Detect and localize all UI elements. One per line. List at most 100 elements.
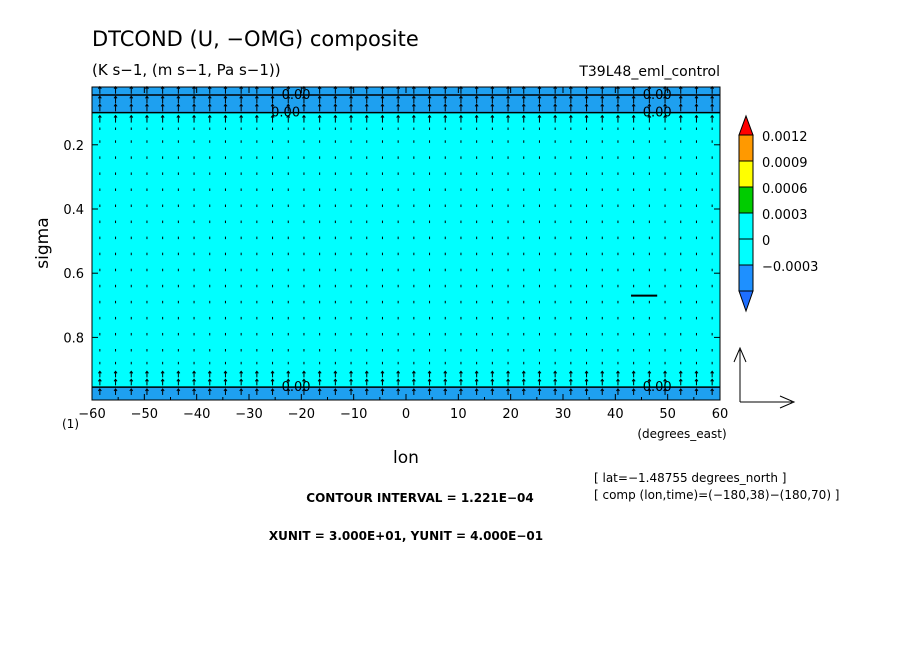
vector-arrow — [302, 378, 306, 386]
vector-arrow — [317, 370, 322, 378]
vector-head — [663, 114, 667, 118]
vector-arrow — [490, 95, 495, 104]
vector-head — [270, 388, 275, 392]
vector-arrow — [631, 95, 636, 104]
contour-interval: CONTOUR INTERVAL = 1.221E−04 — [306, 491, 533, 505]
vector-arrow — [207, 388, 212, 395]
vector-arrow — [396, 95, 401, 104]
vector-arrow — [254, 388, 259, 395]
vector-head — [678, 378, 683, 382]
vector-arrow — [568, 388, 573, 395]
vector-head — [490, 95, 495, 99]
vector-arrow — [631, 378, 636, 386]
vector-head — [113, 114, 118, 118]
vector-arrow — [678, 114, 683, 123]
vector-head — [459, 114, 463, 118]
vector-arrow — [616, 95, 620, 104]
vector-head — [443, 114, 448, 118]
vector-head — [317, 378, 322, 382]
vector-head — [380, 103, 385, 107]
colorbar-label: 0.0003 — [762, 208, 808, 223]
vector-arrow — [380, 114, 385, 123]
vector-arrow — [474, 103, 479, 112]
vector-arrow — [160, 103, 165, 112]
x-axis: −60 −50 −40 −30 −20 −10 0 10 20 30 40 50 60 — [78, 87, 728, 422]
latitude-info: [ lat=−1.48755 degrees_north ] — [594, 471, 786, 485]
vector-head — [694, 114, 699, 118]
vector-head — [663, 388, 667, 392]
vector-arrow — [474, 378, 479, 386]
vector-head — [411, 388, 416, 392]
vector-arrow — [490, 370, 495, 378]
vector-head — [710, 103, 715, 107]
vector-head — [537, 378, 542, 382]
vector-arrow — [239, 103, 244, 112]
x-tick-label: −30 — [235, 407, 262, 422]
vector-arrow — [192, 95, 196, 104]
vector-arrow — [459, 388, 463, 395]
vector-head — [254, 388, 259, 392]
vector-arrow — [254, 378, 259, 386]
vector-arrow — [176, 370, 181, 378]
vector-head — [223, 378, 228, 382]
vector-head — [427, 378, 432, 382]
vector-head — [443, 370, 448, 374]
vector-arrow — [521, 388, 526, 395]
vector-arrow — [443, 370, 448, 378]
vector-head — [459, 378, 463, 382]
vector-head — [506, 388, 510, 392]
vector-head — [396, 388, 401, 392]
vector-head — [176, 114, 181, 118]
x-tick-label: 50 — [659, 407, 676, 422]
vector-head — [647, 370, 652, 374]
vector-head — [490, 114, 495, 118]
vector-head — [553, 378, 558, 382]
vector-arrow — [600, 95, 605, 104]
vector-head — [270, 370, 275, 374]
vector-arrow — [647, 370, 652, 378]
composite-info: [ comp (lon,time)=(−180,38)−(180,70) ] — [594, 488, 840, 502]
vector-head — [678, 370, 683, 374]
x-tick-label: 40 — [607, 407, 624, 422]
vector-arrow — [584, 370, 589, 378]
vector-head — [553, 95, 558, 99]
vector-head — [506, 114, 510, 118]
vector-arrow — [160, 378, 165, 386]
vector-head — [286, 378, 291, 382]
vector-head — [192, 370, 196, 374]
vector-arrow — [97, 388, 102, 395]
vector-head — [192, 388, 196, 392]
vector-head — [521, 378, 526, 382]
contour-label-5: 0.00 — [643, 380, 672, 395]
vector-head — [647, 95, 652, 99]
vector-arrow — [459, 370, 463, 378]
vector-head — [647, 103, 652, 107]
vector-arrow — [459, 95, 463, 104]
vector-head — [176, 95, 181, 99]
vector-arrow — [286, 114, 291, 123]
vector-head — [192, 114, 196, 118]
vector-arrow — [616, 388, 620, 395]
vector-head — [584, 388, 589, 392]
vector-arrow — [396, 388, 401, 395]
vector-head — [223, 370, 228, 374]
vector-head — [254, 103, 259, 107]
vector-arrow — [411, 103, 416, 112]
vector-arrow — [302, 388, 306, 395]
vector-head — [302, 370, 306, 374]
vector-head — [286, 114, 291, 118]
vector-arrow — [97, 370, 102, 378]
vector-arrow — [506, 378, 510, 386]
vector-head — [254, 370, 259, 374]
vector-arrow — [521, 378, 526, 386]
vector-arrow — [145, 378, 149, 386]
vector-arrow — [192, 378, 196, 386]
vector-arrow — [710, 103, 715, 112]
vector-head — [239, 114, 244, 118]
vector-arrow — [490, 103, 495, 112]
vector-head — [239, 103, 244, 107]
vector-arrow — [113, 95, 118, 104]
vector-arrow — [474, 114, 479, 123]
vector-arrow — [349, 378, 353, 386]
vector-head — [474, 114, 479, 118]
